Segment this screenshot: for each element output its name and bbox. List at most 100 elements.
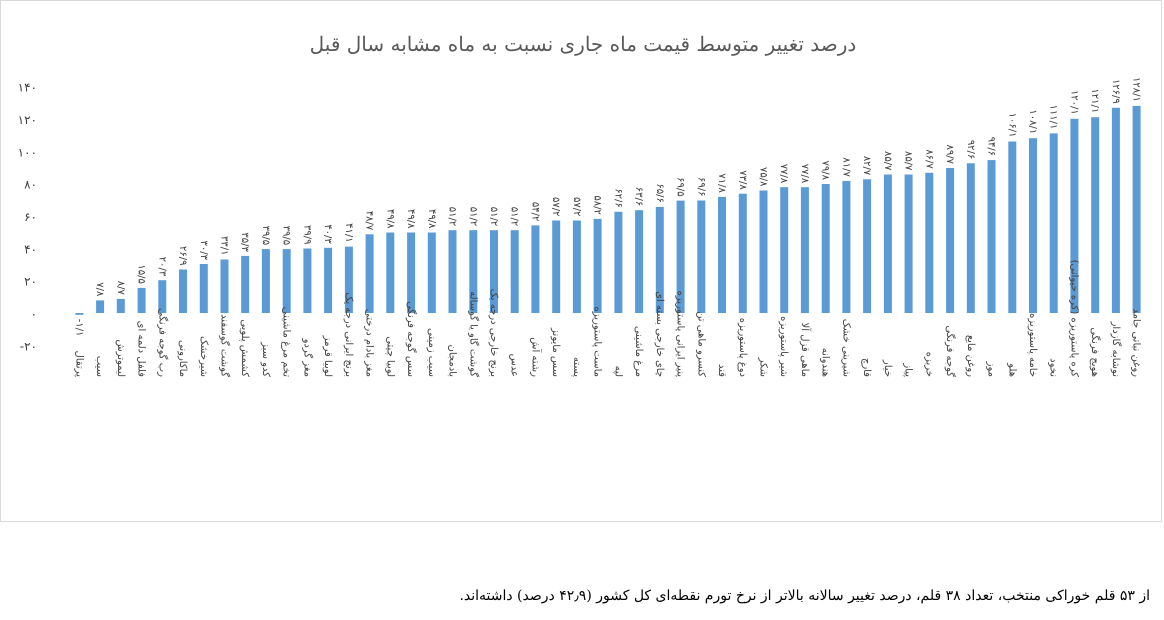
data-label: ۸۵/۷ xyxy=(903,151,914,171)
bar xyxy=(344,246,353,313)
bar xyxy=(593,218,602,313)
data-label: ۵۱/۲ xyxy=(447,207,458,226)
bar xyxy=(738,193,747,313)
bar xyxy=(365,234,374,313)
bar xyxy=(490,230,498,313)
bar xyxy=(572,220,581,313)
category-label: هندوانه xyxy=(820,348,831,377)
category-label: کشمش پلویی xyxy=(239,319,250,377)
category-label: هلو xyxy=(1006,362,1017,377)
data-label: ۷۹/۸ xyxy=(820,161,831,181)
data-label: ۸۲/۷ xyxy=(861,156,872,176)
bar xyxy=(676,200,685,313)
bar xyxy=(179,269,187,313)
bar xyxy=(987,160,996,313)
data-label: ۶۵/۶ xyxy=(654,183,665,202)
bar xyxy=(614,211,623,313)
data-label: ۳۹/۵ xyxy=(260,226,271,245)
data-label: ۱۲۶/۹ xyxy=(1110,79,1121,104)
category-label: ماکارونی xyxy=(177,340,188,377)
data-label: ۳۳/۱ xyxy=(219,236,230,255)
bar xyxy=(96,300,105,313)
data-label: ۸۹/۷ xyxy=(944,145,955,165)
category-label: خربزه xyxy=(923,352,934,377)
data-label: ۸۱/۷ xyxy=(840,157,851,177)
bar xyxy=(407,232,416,313)
bar xyxy=(780,187,789,313)
bar xyxy=(1049,133,1058,313)
data-label: ۵۱/۲ xyxy=(488,207,499,226)
category-label: مغز بادام درختی xyxy=(364,309,375,377)
category-label: سیب زمینی xyxy=(426,328,437,377)
y-tick-label: ۱۴۰ xyxy=(18,81,37,95)
bar xyxy=(531,225,540,313)
bar xyxy=(883,174,892,313)
data-label: ۴۱/۱ xyxy=(343,223,354,242)
category-label: تخم مرغ ماشینی xyxy=(281,307,292,377)
bar xyxy=(261,249,270,313)
data-label: -۱/۱ xyxy=(73,319,84,337)
data-label: ۴۰/۳ xyxy=(322,224,333,244)
data-label: ۷۱/۸ xyxy=(716,173,727,193)
data-label: ۵۴/۲ xyxy=(529,202,540,221)
category-label: لوبیا قرمز xyxy=(322,335,333,377)
category-label: عدس xyxy=(509,354,520,377)
bars xyxy=(75,105,1141,315)
category-label: گوشت گوسفند xyxy=(219,314,231,377)
category-label: مرغ ماشینی xyxy=(633,326,644,377)
data-label: ۴۹/۸ xyxy=(384,209,395,229)
category-label: بادمجان xyxy=(447,345,458,378)
bar xyxy=(800,187,809,313)
data-label: ۱۱۱/۱ xyxy=(1048,105,1059,130)
bar xyxy=(1008,141,1017,313)
chart-frame: درصد تغییر متوسط قیمت ماه جاری نسبت به م… xyxy=(0,0,1162,522)
y-tick-label: ۴۰ xyxy=(24,242,37,256)
category-label: نخود xyxy=(1048,358,1059,377)
category-label: کنسرو ماهی تن xyxy=(695,311,706,377)
category-label: گوجه فرنگی xyxy=(944,325,956,377)
category-label: قارچ xyxy=(861,358,872,377)
bar xyxy=(1070,118,1079,313)
data-label: ۵۷/۲ xyxy=(571,197,582,216)
data-label: ۴۹/۸ xyxy=(426,209,437,229)
category-label: رب گوجه فرنگی xyxy=(156,308,168,377)
bar xyxy=(510,230,519,313)
bar xyxy=(1091,117,1100,313)
data-label: ۸۵/۷ xyxy=(882,151,893,171)
y-tick-label: ۰ xyxy=(31,307,37,321)
y-tick-label: ۶۰ xyxy=(24,210,37,224)
data-label: ۴۹/۸ xyxy=(405,209,416,229)
category-label: فلفل دلمه ای xyxy=(136,321,147,378)
data-label: ۷۷/۸ xyxy=(799,164,810,184)
category-label: مغز گردو xyxy=(301,338,313,377)
data-label: ۶۳/۶ xyxy=(633,187,644,206)
data-label: ۶۹/۶ xyxy=(695,177,706,196)
bar xyxy=(241,255,250,313)
caption-text: از ۵۳ قلم خوراکی منتخب، تعداد ۳۸ قلم، در… xyxy=(459,588,1150,604)
data-label: ۳۹/۹ xyxy=(301,225,312,244)
category-label: چای خارجی بسته ای xyxy=(654,291,665,377)
bar xyxy=(863,179,872,313)
category-label: پسته xyxy=(571,357,582,377)
data-label: ۸۶/۷ xyxy=(923,149,934,169)
data-label: ۲۰/۳ xyxy=(156,257,167,277)
data-label: ۵۷/۲ xyxy=(550,197,561,216)
bar xyxy=(199,264,208,313)
category-label: هویج فرنگی xyxy=(1089,327,1101,377)
bar xyxy=(552,220,561,313)
y-axis: -۲۰ ۰ ۲۰ ۴۰ ۶۰ ۸۰ ۱۰۰ ۱۲۰ ۱۴۰ xyxy=(18,81,37,354)
category-label: گوشت گاو یا گوساله xyxy=(467,291,479,377)
category-label: پیاز xyxy=(903,362,914,377)
category-label: پنیر ایرانی پاستوریزه xyxy=(675,291,686,378)
category-label: روغن مایع xyxy=(965,335,976,377)
category-label: سس گوجه فرنگی xyxy=(405,301,417,377)
bar xyxy=(655,206,664,313)
data-label: ۸/۷ xyxy=(115,281,126,296)
data-label: ۳۰/۳ xyxy=(198,241,209,261)
category-label: شیر پاستوریزه xyxy=(778,316,789,377)
bar xyxy=(116,298,125,313)
data-label: ۱۲۸/۱ xyxy=(1131,77,1142,102)
bar xyxy=(718,196,726,313)
category-label: شیرخشک xyxy=(198,336,209,377)
data-label: ۷/۸ xyxy=(94,282,105,297)
